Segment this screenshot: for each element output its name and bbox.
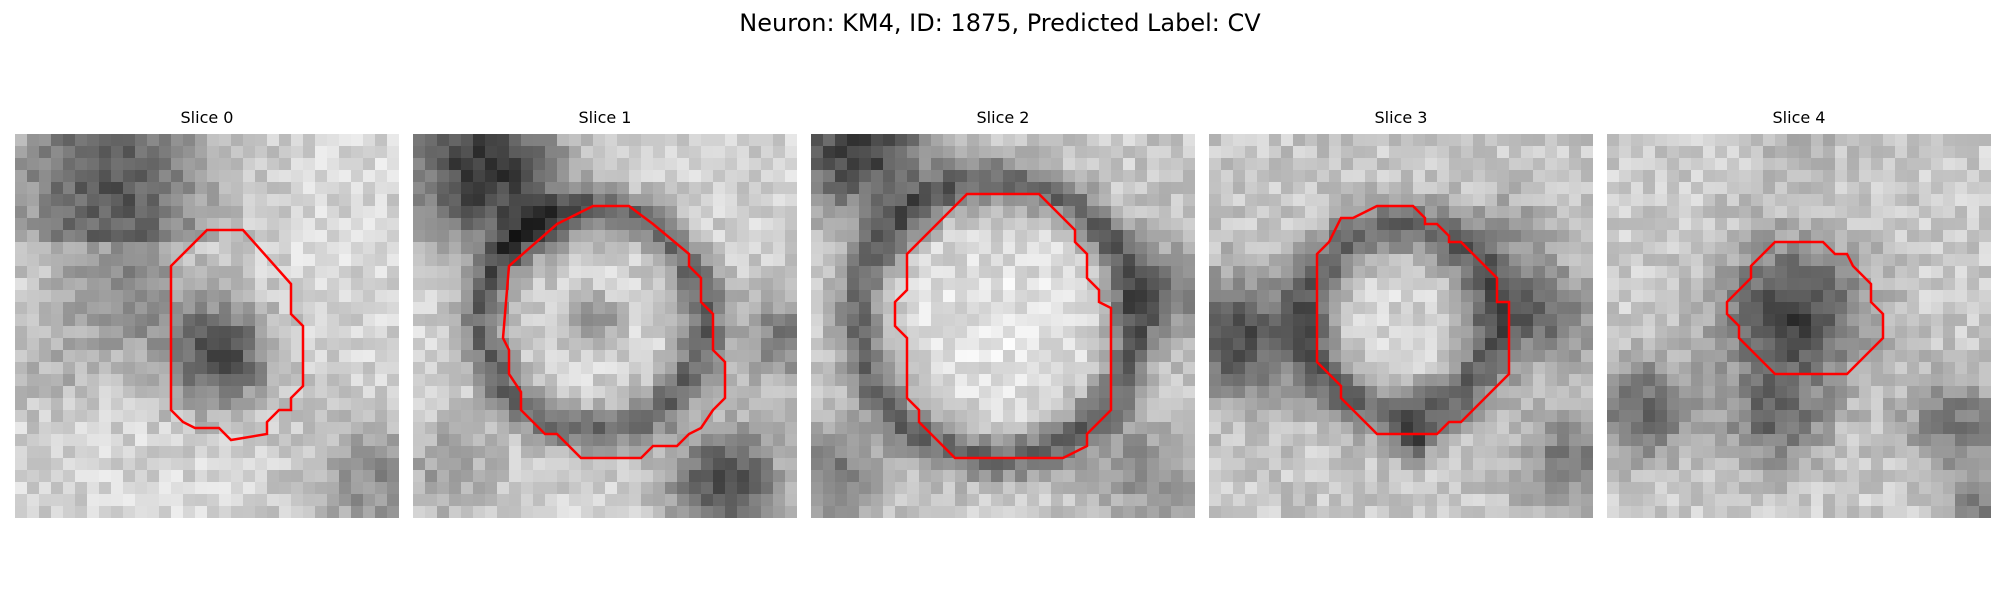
cell-contour [893,192,1113,460]
figure-title: Neuron: KM4, ID: 1875, Predicted Label: … [739,9,1261,37]
cell-contour [1315,204,1511,436]
slice-image [811,134,1195,518]
cell-contour [1725,240,1885,376]
slice-image [15,134,399,518]
slice-panel-4: Slice 4 [1607,107,1991,518]
slice-panel-0: Slice 0 [15,107,399,518]
microscopy-patch [15,134,399,518]
slice-panel-1: Slice 1 [413,107,797,518]
slice-panel-3: Slice 3 [1209,107,1593,518]
slice-panel-2: Slice 2 [811,107,1195,518]
slice-title: Slice 2 [976,108,1030,127]
slice-image [413,134,797,518]
slice-image [1607,134,1991,518]
microscopy-patch [1607,134,1991,518]
slice-image [1209,134,1593,518]
slice-title: Slice 0 [180,108,234,127]
microscopy-patch [1209,134,1593,518]
slice-title: Slice 1 [578,108,632,127]
slice-title: Slice 4 [1772,108,1826,127]
cell-contour [501,204,727,460]
slice-title: Slice 3 [1374,108,1428,127]
microscopy-patch [811,134,1195,518]
cell-contour [169,228,305,442]
microscopy-patch [413,134,797,518]
